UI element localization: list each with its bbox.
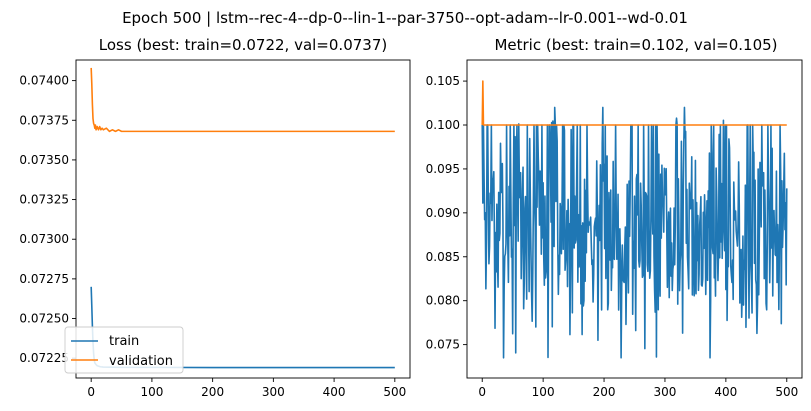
metric-y-tick-label: 0.075	[426, 338, 460, 352]
metric-x-tick-label: 500	[775, 385, 798, 399]
legend-train-label: train	[109, 334, 139, 349]
metric-y-tick-label: 0.085	[426, 250, 460, 264]
loss-x-tick-label: 300	[262, 385, 285, 399]
metric-y-tick-label: 0.095	[426, 162, 460, 176]
metric-x-tick-label: 0	[478, 385, 486, 399]
loss-y-tick-label: 0.07350	[19, 153, 69, 167]
metric-x-tick-label: 200	[593, 385, 616, 399]
loss-y-tick-label: 0.07325	[19, 193, 69, 207]
metric-series-validation	[481, 80, 787, 126]
loss-y-tick-label: 0.07250	[19, 312, 69, 326]
loss-y-tick-label: 0.07275	[19, 272, 69, 286]
loss-x-tick-label: 100	[140, 385, 163, 399]
loss-y-tick-label: 0.07400	[19, 74, 69, 88]
figure-suptitle: Epoch 500 | lstm--rec-4--dp-0--lin-1--pa…	[122, 9, 688, 27]
metric-y-tick-label: 0.105	[426, 74, 460, 88]
loss-plot-frame	[75, 59, 411, 379]
loss-series-validation	[90, 67, 395, 133]
metric-chart: Metric (best: train=0.102, val=0.105) 0 1…	[426, 36, 803, 399]
metric-plot-frame	[466, 59, 803, 379]
metric-chart-title: Metric (best: train=0.102, val=0.105)	[494, 36, 777, 54]
metric-x-tick-label: 400	[714, 385, 737, 399]
loss-x-tick-label: 500	[383, 385, 406, 399]
legend-validation-label: validation	[109, 354, 173, 369]
loss-legend: train validation	[64, 326, 184, 374]
loss-chart-title: Loss (best: train=0.0722, val=0.0737)	[99, 36, 387, 54]
metric-y-tick-label: 0.080	[426, 294, 460, 308]
legend-box	[64, 326, 184, 374]
loss-y-tick-label: 0.07375	[19, 113, 69, 127]
metric-y-tick-label: 0.100	[426, 118, 460, 132]
loss-x-tick-label: 0	[87, 385, 95, 399]
loss-chart: Loss (best: train=0.0722, val=0.0737) 0 1…	[19, 36, 411, 399]
metric-series-train	[481, 106, 788, 359]
metric-x-tick-label: 100	[532, 385, 555, 399]
metric-y-tick-label: 0.090	[426, 206, 460, 220]
loss-x-tick-label: 200	[201, 385, 224, 399]
metric-x-tick-label: 300	[654, 385, 677, 399]
loss-y-tick-label: 0.07300	[19, 232, 69, 246]
loss-y-tick-label: 0.07225	[19, 351, 69, 365]
loss-x-tick-label: 400	[323, 385, 346, 399]
